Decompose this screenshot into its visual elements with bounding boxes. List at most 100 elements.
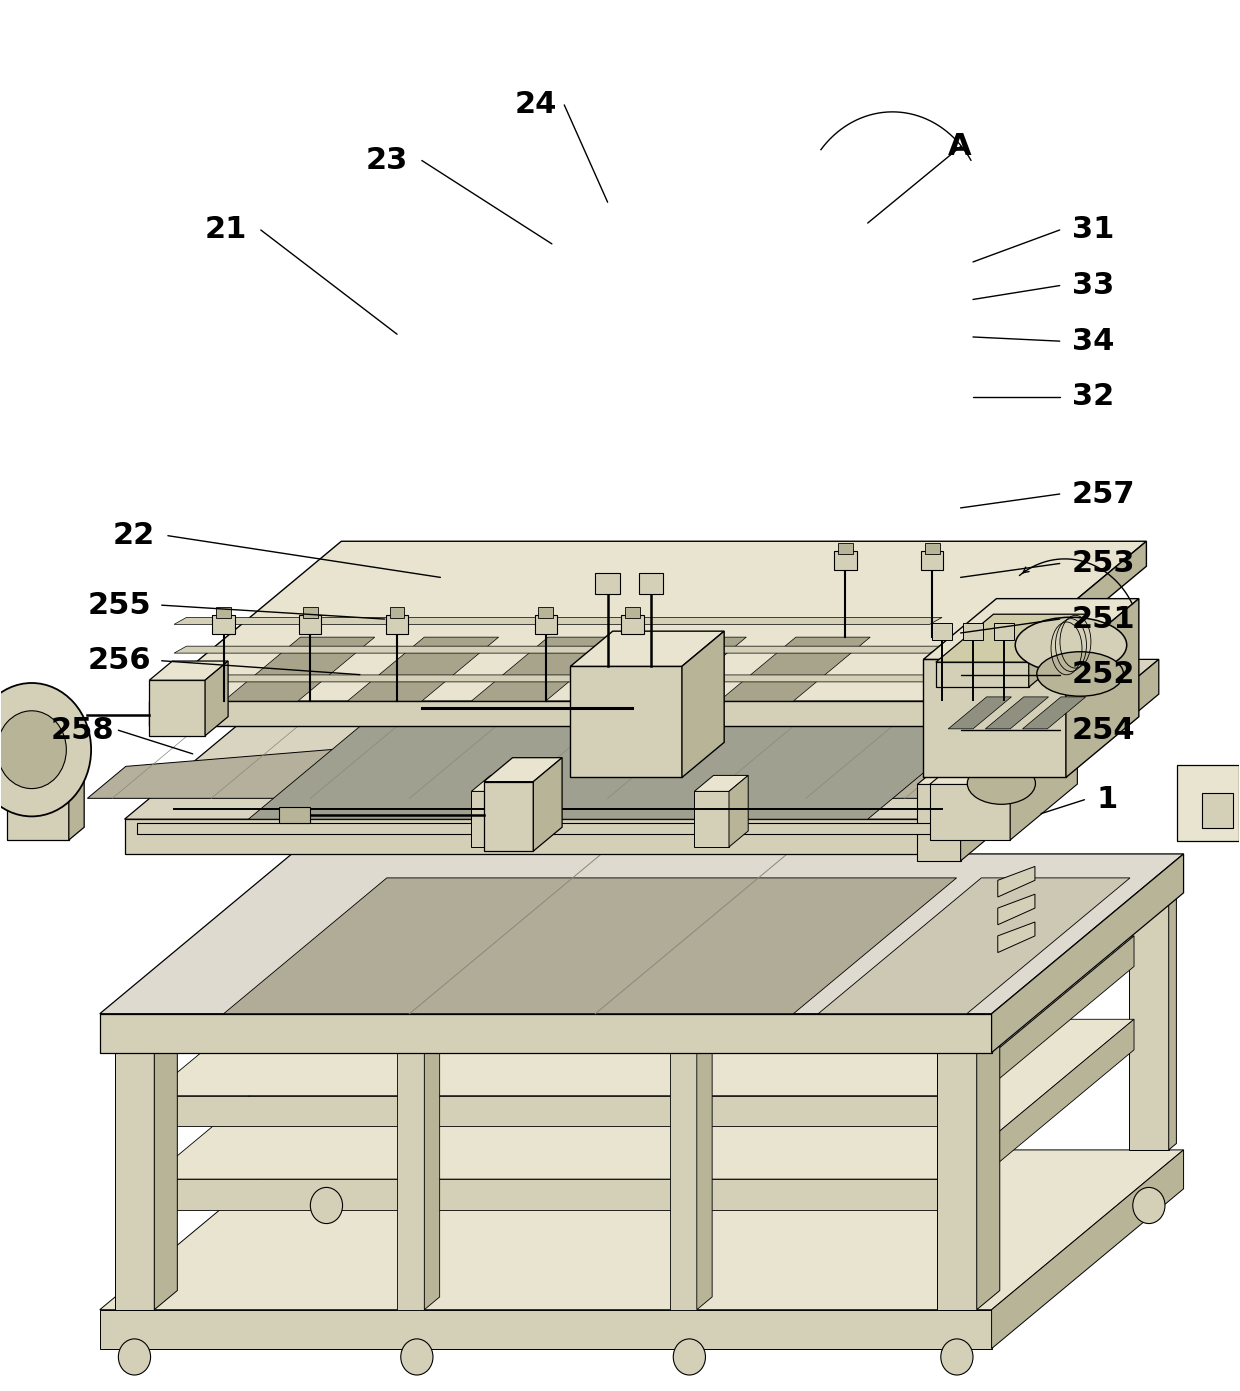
Polygon shape — [223, 637, 374, 701]
Polygon shape — [670, 1040, 712, 1053]
Bar — [963, 623, 983, 640]
Text: 1: 1 — [1097, 786, 1118, 814]
Polygon shape — [949, 697, 1012, 729]
Bar — [386, 615, 408, 634]
Polygon shape — [998, 894, 1035, 925]
Polygon shape — [99, 854, 1183, 1014]
Text: 253: 253 — [1073, 549, 1136, 579]
Circle shape — [401, 1340, 433, 1376]
Polygon shape — [694, 775, 748, 791]
Polygon shape — [149, 1180, 942, 1210]
Polygon shape — [1202, 793, 1233, 828]
Polygon shape — [99, 1310, 992, 1349]
Bar — [212, 615, 234, 634]
Polygon shape — [729, 775, 748, 847]
Polygon shape — [149, 541, 1147, 701]
Polygon shape — [1130, 893, 1169, 1150]
Ellipse shape — [1037, 652, 1123, 696]
Text: 256: 256 — [87, 647, 151, 675]
Polygon shape — [719, 637, 870, 701]
Polygon shape — [937, 1053, 977, 1310]
Polygon shape — [306, 886, 353, 893]
Polygon shape — [174, 647, 942, 654]
Ellipse shape — [1016, 618, 1127, 673]
Polygon shape — [570, 632, 724, 666]
Circle shape — [310, 1188, 342, 1224]
Bar — [303, 606, 317, 618]
Polygon shape — [154, 1034, 177, 1310]
Polygon shape — [1023, 697, 1086, 729]
Polygon shape — [471, 791, 506, 847]
Polygon shape — [7, 737, 84, 750]
Polygon shape — [936, 662, 1029, 687]
Polygon shape — [697, 1040, 712, 1310]
Polygon shape — [670, 1053, 697, 1310]
Polygon shape — [1130, 886, 1177, 893]
Polygon shape — [936, 615, 1086, 662]
Text: A: A — [949, 132, 972, 161]
Text: 23: 23 — [366, 146, 408, 175]
Polygon shape — [1066, 598, 1138, 778]
Text: 258: 258 — [51, 716, 114, 744]
Text: 254: 254 — [1073, 716, 1136, 744]
Polygon shape — [471, 637, 622, 701]
Polygon shape — [1011, 729, 1078, 840]
Bar — [625, 606, 640, 618]
Text: 32: 32 — [1073, 383, 1115, 412]
Polygon shape — [942, 936, 1135, 1127]
Text: 255: 255 — [87, 591, 151, 619]
Polygon shape — [1029, 615, 1086, 687]
Polygon shape — [471, 775, 526, 791]
Bar — [216, 606, 231, 618]
Polygon shape — [306, 893, 346, 1150]
Polygon shape — [961, 736, 1018, 861]
Text: 251: 251 — [1073, 605, 1136, 633]
Bar — [389, 606, 404, 618]
Polygon shape — [992, 854, 1183, 1053]
Text: 22: 22 — [112, 522, 155, 551]
Polygon shape — [114, 1034, 177, 1053]
Polygon shape — [942, 1020, 1135, 1210]
Circle shape — [118, 1340, 150, 1376]
Text: 34: 34 — [1073, 327, 1115, 356]
Polygon shape — [114, 1053, 154, 1310]
Circle shape — [0, 711, 67, 789]
Bar — [299, 615, 321, 634]
Polygon shape — [918, 785, 961, 861]
Polygon shape — [149, 661, 228, 680]
Polygon shape — [7, 750, 68, 840]
Polygon shape — [484, 782, 533, 851]
Polygon shape — [533, 758, 562, 851]
Circle shape — [1133, 1188, 1166, 1224]
Polygon shape — [149, 1096, 942, 1127]
Polygon shape — [818, 878, 1130, 1014]
Text: 21: 21 — [205, 216, 248, 245]
Circle shape — [941, 1340, 973, 1376]
Bar — [994, 623, 1014, 640]
Circle shape — [0, 683, 91, 817]
Polygon shape — [506, 775, 526, 847]
Polygon shape — [68, 737, 84, 840]
Polygon shape — [992, 1150, 1183, 1349]
Polygon shape — [347, 637, 498, 701]
Polygon shape — [124, 659, 1159, 819]
Bar — [921, 551, 944, 570]
Bar — [639, 573, 663, 594]
Polygon shape — [570, 666, 682, 778]
Polygon shape — [149, 701, 955, 726]
Polygon shape — [397, 1053, 424, 1310]
Polygon shape — [346, 886, 353, 1150]
Text: 257: 257 — [1073, 480, 1136, 509]
Polygon shape — [682, 632, 724, 778]
Polygon shape — [924, 659, 1066, 778]
Circle shape — [673, 1340, 706, 1376]
Polygon shape — [918, 736, 1018, 785]
Bar — [279, 807, 310, 823]
Polygon shape — [967, 659, 1159, 854]
Polygon shape — [149, 680, 205, 736]
Polygon shape — [998, 867, 1035, 897]
Polygon shape — [1169, 886, 1177, 1150]
Polygon shape — [149, 936, 1135, 1096]
Text: 31: 31 — [1073, 216, 1115, 245]
Bar — [838, 542, 853, 554]
